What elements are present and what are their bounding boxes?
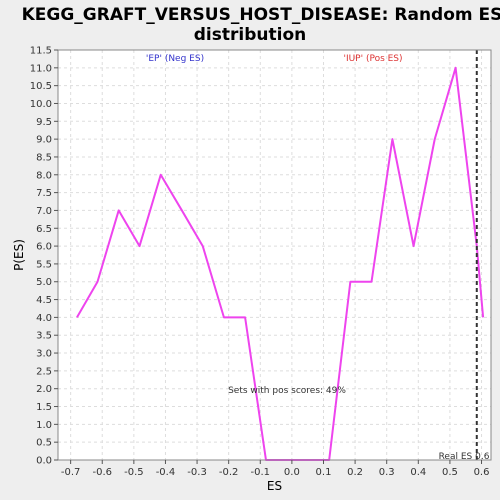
y-tick-label: 3.5 bbox=[36, 331, 52, 342]
y-tick-label: 6.5 bbox=[36, 224, 52, 235]
x-tick-label: 0.1 bbox=[316, 467, 332, 478]
x-axis-label: ES bbox=[267, 479, 282, 493]
plot-frame bbox=[57, 49, 492, 461]
x-tick-label: -0.3 bbox=[187, 467, 207, 478]
x-tick-label: -0.6 bbox=[92, 467, 112, 478]
x-tick-label: 0.2 bbox=[347, 467, 363, 478]
x-tick-label: 0.6 bbox=[474, 467, 490, 478]
y-tick-label: 10.5 bbox=[30, 81, 52, 92]
y-tick-label: 11.5 bbox=[30, 46, 52, 57]
x-tick-label: -0.7 bbox=[61, 467, 81, 478]
y-tick-label: 7.5 bbox=[36, 188, 52, 199]
x-tick-label: -0.2 bbox=[219, 467, 239, 478]
y-tick-label: 6.0 bbox=[36, 242, 52, 253]
sets-pos-scores-annotation: Sets with pos scores: 49% bbox=[228, 386, 346, 396]
neg-es-annotation: 'EP' (Neg ES) bbox=[146, 54, 204, 64]
y-tick-label: 8.0 bbox=[36, 170, 52, 181]
y-tick-label: 0.0 bbox=[36, 456, 52, 467]
y-tick-label: 2.5 bbox=[36, 366, 52, 377]
y-tick-label: 1.0 bbox=[36, 420, 52, 431]
pos-es-annotation: 'IUP' (Pos ES) bbox=[343, 54, 402, 64]
y-axis-label: P(ES) bbox=[12, 239, 26, 271]
chart-title-line-1: KEGG_GRAFT_VERSUS_HOST_DISEASE: Random E… bbox=[22, 5, 500, 25]
y-tick-label: 7.0 bbox=[36, 206, 52, 217]
y-axis-ticks: 0.0 0.5 1.0 1.5 2.0 2.5 3.0 3.5 4.0 4.5 5.0 5.5 6.0 6… bbox=[30, 46, 58, 467]
y-tick-label: 1.5 bbox=[36, 402, 52, 413]
x-tick-label: 0.0 bbox=[284, 467, 300, 478]
y-tick-label: 10.0 bbox=[30, 99, 52, 110]
y-tick-label: 5.5 bbox=[36, 259, 52, 270]
y-tick-label: 5.0 bbox=[36, 277, 52, 288]
y-tick-label: 4.0 bbox=[36, 313, 52, 324]
x-tick-label: 0.5 bbox=[442, 467, 458, 478]
x-tick-label: -0.5 bbox=[124, 467, 144, 478]
grid-lines bbox=[58, 49, 491, 461]
y-tick-label: 8.5 bbox=[36, 152, 52, 163]
plot-area bbox=[58, 50, 491, 460]
y-tick-label: 4.5 bbox=[36, 295, 52, 306]
x-tick-label: 0.3 bbox=[379, 467, 395, 478]
x-tick-label: 0.4 bbox=[410, 467, 426, 478]
y-tick-label: 0.5 bbox=[36, 438, 52, 449]
y-tick-label: 2.0 bbox=[36, 384, 52, 395]
y-tick-label: 9.5 bbox=[36, 117, 52, 128]
y-tick-label: 11.0 bbox=[30, 63, 52, 74]
y-tick-label: 3.0 bbox=[36, 349, 52, 360]
x-tick-label: -0.4 bbox=[156, 467, 176, 478]
chart-title-line-2: distribution bbox=[194, 25, 306, 45]
y-tick-label: 9.0 bbox=[36, 135, 52, 146]
x-tick-label: -0.1 bbox=[251, 467, 271, 478]
x-axis-ticks: -0.7 -0.6 -0.5 -0.4 -0.3 -0.2 -0.1 0.0 0.1 0.2 0.3… bbox=[61, 460, 490, 478]
real-es-label: Real ES 0.6 bbox=[439, 452, 490, 462]
